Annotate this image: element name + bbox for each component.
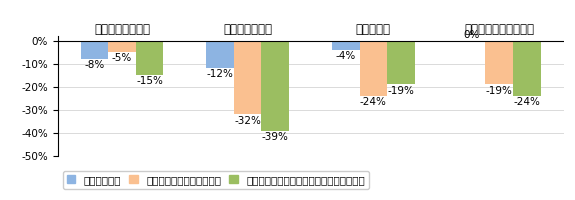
Text: -12%: -12% (206, 69, 233, 79)
Bar (81, 41, 108, 59)
Text: その他の心臓病: その他の心臓病 (223, 23, 272, 36)
Text: -24%: -24% (360, 97, 387, 107)
Bar (108, 41, 136, 52)
Legend: 職場を禁煙化, 職場＋レストランを禁煙化, 職場＋レストラン＋居酒屋・バーを禁煙化: 職場を禁煙化, 職場＋レストランを禁煙化, 職場＋レストラン＋居酒屋・バーを禁煙… (63, 171, 369, 189)
Text: -19%: -19% (388, 86, 415, 96)
Text: 脑卒中など: 脑卒中など (356, 23, 391, 36)
Text: -15%: -15% (136, 76, 163, 86)
Bar (332, 41, 359, 50)
Text: -8%: -8% (84, 60, 105, 70)
Text: -39%: -39% (262, 132, 289, 142)
Bar (206, 41, 234, 68)
Text: 急性心筋梗塞など: 急性心筋梗塞など (94, 23, 150, 36)
Text: -19%: -19% (485, 86, 512, 96)
Text: -5%: -5% (112, 53, 132, 63)
Bar (359, 41, 387, 96)
Bar (136, 41, 163, 75)
Bar (485, 41, 513, 84)
Text: -24%: -24% (513, 97, 540, 107)
Text: 0%: 0% (463, 30, 480, 40)
Text: 喂息などの呼吸器疾患: 喂息などの呼吸器疾患 (464, 23, 534, 36)
Bar (387, 41, 415, 84)
Text: -4%: -4% (336, 51, 356, 61)
Bar (262, 41, 289, 131)
Bar (513, 41, 540, 96)
Text: -32%: -32% (234, 116, 261, 126)
Bar (234, 41, 262, 114)
